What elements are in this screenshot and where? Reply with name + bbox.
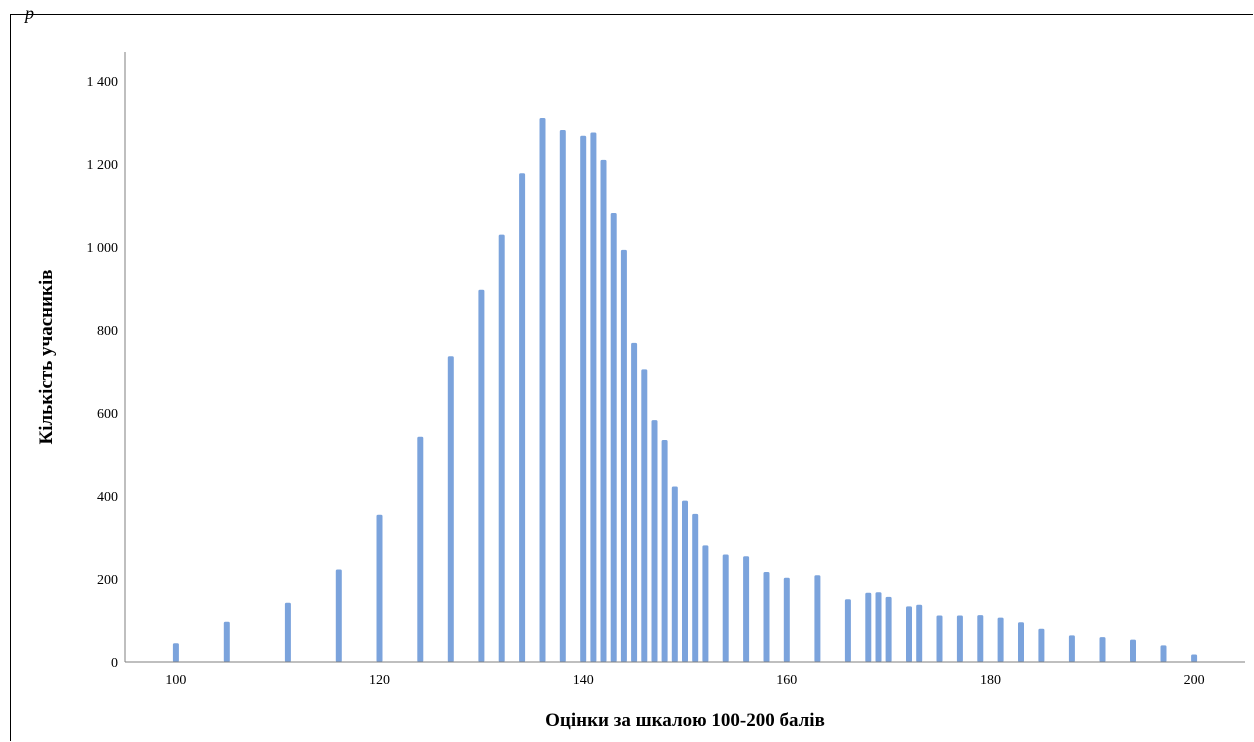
bar <box>1038 628 1045 662</box>
bar <box>1160 645 1167 662</box>
bar <box>519 173 526 662</box>
x-tick-label: 200 <box>1184 673 1205 688</box>
bar <box>559 130 566 662</box>
bar <box>1068 635 1075 662</box>
bar-series <box>172 118 1198 663</box>
bar <box>997 617 1004 662</box>
y-tick-label: 1 400 <box>87 75 119 90</box>
bar <box>916 604 923 662</box>
bar <box>478 289 485 662</box>
bar <box>906 606 912 662</box>
x-tick-labels: 100 120 140 160 180 200 <box>165 673 1204 688</box>
bar <box>956 615 963 662</box>
bar <box>600 159 607 662</box>
bar <box>702 545 709 662</box>
bar <box>651 420 658 662</box>
x-tick-label: 140 <box>573 673 594 688</box>
x-tick-label: 160 <box>776 673 797 688</box>
y-tick-label: 600 <box>97 407 118 422</box>
bar <box>335 569 342 662</box>
y-tick-label: 0 <box>111 656 118 671</box>
bar <box>743 556 750 662</box>
bar <box>885 596 892 662</box>
bar <box>417 436 424 662</box>
bar <box>1130 639 1136 662</box>
x-tick-label: 120 <box>369 673 390 688</box>
bar <box>620 249 627 662</box>
bar <box>844 599 851 662</box>
bar <box>539 118 546 662</box>
x-tick-label: 100 <box>165 673 186 688</box>
bar <box>1018 622 1024 662</box>
bar <box>682 500 688 662</box>
bar <box>671 486 678 662</box>
y-tick-label: 200 <box>97 573 118 588</box>
y-tick-label: 800 <box>97 324 118 339</box>
bar <box>763 572 770 662</box>
x-tick-label: 180 <box>980 673 1001 688</box>
bar <box>661 440 668 662</box>
bar <box>284 602 291 662</box>
bar <box>610 213 617 662</box>
bar <box>783 577 790 662</box>
bar <box>865 592 872 662</box>
bar <box>1191 654 1198 662</box>
bar <box>641 369 648 662</box>
bar <box>977 615 984 662</box>
y-tick-label: 400 <box>97 490 118 505</box>
y-tick-label: 1 000 <box>87 241 119 256</box>
bar <box>814 575 821 662</box>
bar <box>447 356 454 662</box>
figure-frame: p <box>10 3 1253 741</box>
bar <box>1099 637 1106 662</box>
bar <box>875 592 882 662</box>
bar <box>223 621 230 662</box>
bar <box>498 234 505 662</box>
bar <box>936 615 943 662</box>
bar <box>590 132 597 662</box>
bar <box>172 643 179 662</box>
y-tick-labels: 0 200 400 600 800 1 000 1 200 1 400 <box>87 75 119 671</box>
y-tick-label: 1 200 <box>87 158 119 173</box>
bar <box>692 513 699 662</box>
bar <box>722 554 729 662</box>
bar <box>580 135 587 663</box>
bar <box>376 514 383 662</box>
corner-label: p <box>25 3 34 23</box>
bar <box>631 342 638 662</box>
y-axis-title: Кількість учасників <box>36 269 57 444</box>
x-axis-title: Оцінки за шкалою 100-200 балів <box>545 710 825 731</box>
